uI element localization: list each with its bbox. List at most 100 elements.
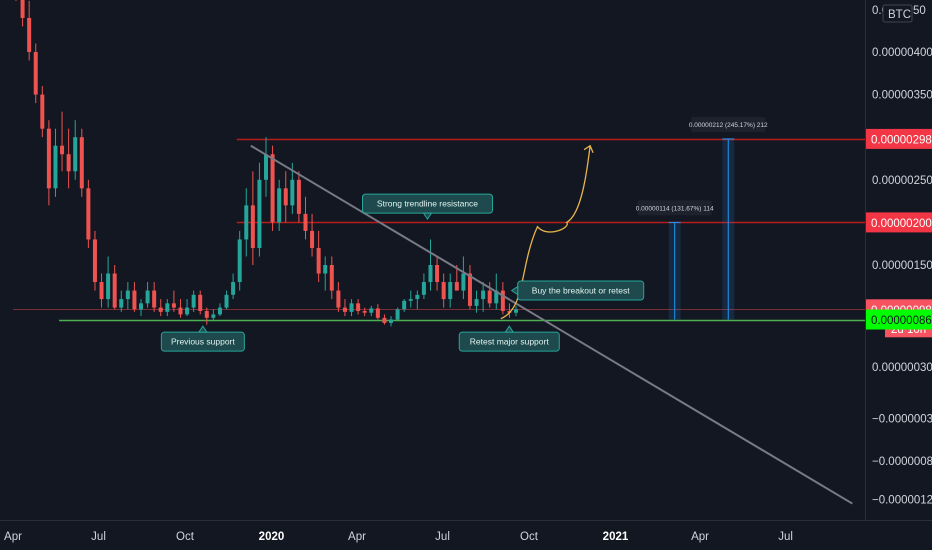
measurement-label-box-1 bbox=[691, 116, 766, 132]
price-tag-label: 0.00000086 bbox=[871, 315, 932, 327]
candle bbox=[296, 171, 301, 223]
candle bbox=[395, 307, 400, 322]
horizontal-levels bbox=[13, 138, 865, 322]
candle bbox=[244, 188, 249, 257]
annotation-0[interactable]: Strong trendline resistance bbox=[361, 193, 493, 221]
candle bbox=[441, 273, 446, 308]
time-axis[interactable]: Apr Jul Oct 2020 Apr Jul Oct 2021 Apr Jul bbox=[4, 531, 793, 543]
annotation-2[interactable]: Retest major support bbox=[458, 325, 560, 352]
annotation-text: Strong trendline resistance bbox=[377, 199, 478, 209]
candle-body bbox=[264, 154, 269, 180]
annotation-pointer bbox=[197, 325, 208, 333]
projection-arrowhead bbox=[583, 144, 594, 153]
candle-body bbox=[514, 309, 519, 313]
candle bbox=[198, 290, 203, 315]
candle-body bbox=[408, 299, 413, 301]
candle bbox=[250, 171, 255, 265]
candle bbox=[467, 265, 472, 310]
candle-body bbox=[448, 282, 453, 300]
candle bbox=[165, 299, 170, 317]
candle-body bbox=[323, 265, 328, 274]
candle-body bbox=[231, 282, 236, 295]
annotation-3[interactable]: Previous support bbox=[160, 325, 245, 352]
candle bbox=[27, 0, 32, 61]
candle bbox=[73, 120, 78, 180]
candle bbox=[264, 137, 269, 197]
candle bbox=[316, 230, 321, 283]
candle bbox=[231, 273, 236, 300]
price-axis-tick: 0.00000400 bbox=[872, 47, 932, 59]
candle-body bbox=[303, 213, 308, 231]
candle-body bbox=[362, 311, 367, 313]
candle-body bbox=[152, 290, 157, 308]
candle bbox=[112, 265, 117, 310]
descending-trendline bbox=[250, 144, 853, 505]
candle bbox=[158, 299, 163, 317]
annotation-text: Previous support bbox=[171, 337, 235, 347]
candle bbox=[283, 171, 288, 223]
annotation-pointer bbox=[422, 212, 433, 221]
candle-body bbox=[119, 299, 124, 308]
candle-body bbox=[290, 179, 295, 206]
candle-body bbox=[99, 282, 104, 300]
price-axis-tick: 0.00000350 bbox=[872, 90, 932, 102]
time-axis-tick: Jul bbox=[91, 531, 106, 543]
candle-body bbox=[33, 52, 38, 95]
candle bbox=[428, 239, 433, 291]
candle bbox=[185, 299, 190, 317]
candle-body bbox=[349, 303, 354, 312]
candle-body bbox=[454, 282, 459, 291]
currency-label-box bbox=[882, 4, 913, 23]
candle bbox=[191, 290, 196, 312]
candle-body bbox=[139, 303, 144, 310]
candle-body bbox=[158, 307, 163, 312]
price-axis-tick-top-partial-suffix: 50 bbox=[913, 5, 926, 17]
candle-body bbox=[296, 179, 301, 214]
candle-body bbox=[145, 290, 150, 304]
candle bbox=[474, 290, 479, 313]
candle bbox=[342, 299, 347, 317]
candle bbox=[375, 304, 380, 320]
candle bbox=[66, 128, 71, 189]
candle-body bbox=[435, 265, 440, 283]
candle-body bbox=[178, 307, 183, 315]
candle bbox=[20, 0, 25, 27]
annotation-1[interactable]: Buy the breakout or retest bbox=[510, 280, 645, 301]
candle bbox=[500, 282, 505, 315]
candle bbox=[303, 196, 308, 240]
price-tag-box bbox=[866, 212, 932, 233]
candle bbox=[270, 145, 275, 231]
candle bbox=[329, 256, 334, 300]
candle-body bbox=[79, 137, 84, 189]
price-tag-label: 0.00000298 bbox=[871, 134, 932, 146]
candle bbox=[237, 230, 242, 291]
candle bbox=[408, 290, 413, 308]
candle-body bbox=[92, 239, 97, 283]
candle-body bbox=[53, 145, 58, 189]
candle bbox=[415, 290, 420, 310]
candle-body bbox=[441, 282, 446, 300]
candle-body bbox=[40, 94, 45, 129]
candle-body bbox=[356, 303, 361, 312]
candle-body bbox=[106, 273, 111, 300]
candle bbox=[382, 314, 387, 325]
candle bbox=[310, 213, 315, 257]
candle-body bbox=[474, 299, 479, 306]
price-axis-tick: −0.00000125 bbox=[872, 494, 932, 506]
candle-body bbox=[336, 290, 341, 308]
price-tag-box bbox=[866, 128, 932, 149]
candle-body bbox=[185, 307, 190, 315]
measurement-label-box-0 bbox=[637, 200, 712, 216]
candle bbox=[362, 307, 367, 317]
price-axis-tick: 0.00000030 bbox=[872, 362, 932, 374]
candle-body bbox=[382, 317, 387, 323]
candle-body bbox=[494, 290, 499, 304]
candle-body bbox=[217, 307, 222, 315]
candle bbox=[139, 299, 144, 317]
candle bbox=[461, 256, 466, 300]
candle-body bbox=[211, 314, 216, 318]
candle bbox=[53, 128, 58, 197]
candle-body bbox=[165, 303, 170, 312]
